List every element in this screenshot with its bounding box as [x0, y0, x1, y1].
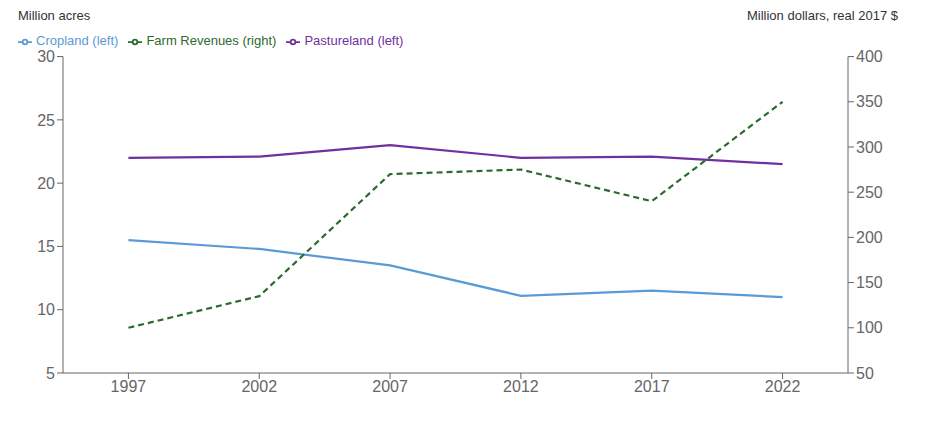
svg-text:30: 30	[37, 48, 55, 65]
svg-text:300: 300	[856, 139, 883, 156]
html-text:Pastureland (left): Pastureland (left)	[304, 33, 404, 48]
svg-text:50: 50	[856, 365, 874, 382]
svg-text:1997: 1997	[111, 378, 147, 395]
html-text:Million acres: Million acres	[18, 8, 91, 23]
svg-text:2002: 2002	[241, 378, 277, 395]
svg-text:10: 10	[37, 301, 55, 318]
html-text:Farm Revenues (right): Farm Revenues (right)	[146, 33, 277, 48]
svg-text:400: 400	[856, 48, 883, 65]
svg-text:100: 100	[856, 319, 883, 336]
svg-text:5: 5	[46, 365, 55, 382]
svg-text:2007: 2007	[372, 378, 408, 395]
svg-text:15: 15	[37, 238, 55, 255]
svg-text:2017: 2017	[634, 378, 670, 395]
html-text:Cropland (left): Cropland (left)	[36, 33, 119, 48]
svg-text:20: 20	[37, 175, 55, 192]
svg-text:25: 25	[37, 112, 55, 129]
svg-text:200: 200	[856, 229, 883, 246]
svg-text:150: 150	[856, 274, 883, 291]
svg-text:2012: 2012	[503, 378, 539, 395]
svg-text:350: 350	[856, 93, 883, 110]
svg-text:250: 250	[856, 184, 883, 201]
html-text:Million dollars, real 2017 $: Million dollars, real 2017 $	[747, 8, 898, 23]
svg-text:2022: 2022	[765, 378, 801, 395]
